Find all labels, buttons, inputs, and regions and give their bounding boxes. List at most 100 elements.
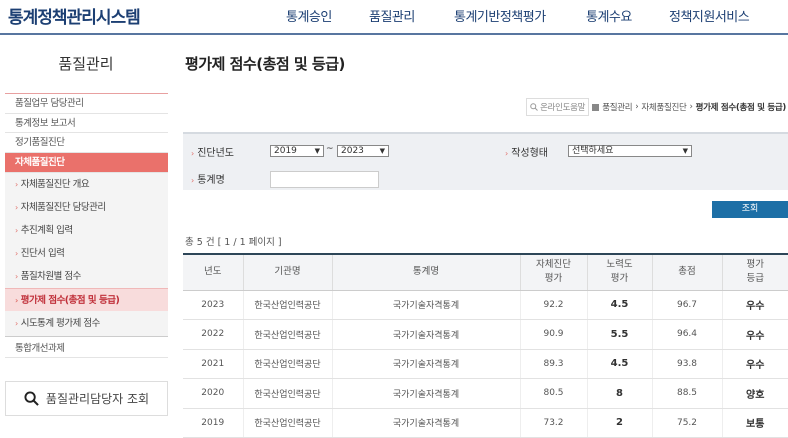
table-row: 2021 한국산업인력공단 국가기술자격통계 89.3 4.5 93.8 우수 xyxy=(183,349,788,379)
table-cell: 2019 xyxy=(183,408,243,438)
sidebar-subitem-label: 평가제 점수(총점 및 등급) xyxy=(20,294,120,306)
table-cell: 5.5 xyxy=(586,319,652,350)
nav-policy-evaluation[interactable]: 통계기반정책평가 xyxy=(454,10,546,25)
table-cell: 양호 xyxy=(721,378,788,409)
table-row: 2019 한국산업인력공단 국가기술자격통계 73.2 2 75.2 보통 xyxy=(183,408,788,438)
table-cell: 우수 xyxy=(721,349,788,379)
breadcrumb-item[interactable]: 품질관리 xyxy=(602,103,633,113)
sidebar-subitem-label: 시도통계 평가제 점수 xyxy=(20,317,101,329)
column-header: 기관명 xyxy=(242,254,332,291)
chevron-right-icon: › xyxy=(15,271,18,281)
sidebar-subitem[interactable]: › 진단서 입력 xyxy=(5,241,168,265)
year-label: › 진단년도 xyxy=(191,148,235,159)
table-cell: 2023 xyxy=(183,290,243,320)
chevron-right-icon: › xyxy=(15,248,18,258)
chevron-right-icon: › xyxy=(15,318,18,328)
logo[interactable]: 통계정책관리시스템 xyxy=(8,8,141,28)
table-header-row: 년도 기관명 통계명 자체진단 평가 노력도 평가 총점 평가 등급 xyxy=(183,254,788,291)
page-title: 평가제 점수(총점 및 등급) xyxy=(185,55,345,73)
sidebar-subitem[interactable]: › 자체품질진단 개요 xyxy=(5,172,168,196)
column-header: 자체진단 평가 xyxy=(519,254,587,291)
sidebar-subitem[interactable]: › 자체품질진단 담당관리 xyxy=(5,195,168,219)
sidebar: 품질업무 담당관리 통계정보 보고서 정기품질진단 자체품질진단 › 자체품질진단… xyxy=(5,93,168,358)
manager-search-label: 품질관리담당자 조회 xyxy=(45,392,150,406)
header-divider xyxy=(0,33,788,35)
sidebar-item[interactable]: 통계정보 보고서 xyxy=(5,114,168,133)
sidebar-subitem-label: 자체품질진단 담당관리 xyxy=(20,201,106,213)
result-count: 총 5 건 [ 1 / 1 페이지 ] xyxy=(185,237,282,248)
type-select[interactable]: 선택하세요 ▼ xyxy=(568,145,692,157)
table-cell: 2020 xyxy=(183,378,243,409)
range-separator: ~ xyxy=(326,144,334,154)
chevron-right-icon: › xyxy=(15,202,18,212)
breadcrumb-separator: › xyxy=(689,102,693,112)
search-icon xyxy=(530,103,538,111)
table-cell: 국가기술자격통계 xyxy=(331,290,520,320)
year-to-select[interactable]: 2023 ▼ xyxy=(337,145,389,157)
table-row: 2022 한국산업인력공단 국가기술자격통계 90.9 5.5 96.4 우수 xyxy=(183,319,788,350)
sidebar-subitem[interactable]: › 품질차원별 점수 xyxy=(5,264,168,288)
chevron-down-icon: ▼ xyxy=(314,147,320,155)
manager-search-button[interactable]: 품질관리담당자 조회 xyxy=(5,381,168,416)
sidebar-subitem[interactable]: › 추진계획 입력 xyxy=(5,218,168,242)
chevron-down-icon: ▼ xyxy=(379,147,385,155)
sidebar-item[interactable]: 통합개선과제 xyxy=(5,339,168,358)
sidebar-item[interactable]: 품질업무 담당관리 xyxy=(5,94,168,114)
sidebar-subitem-label: 진단서 입력 xyxy=(20,247,65,259)
chevron-right-icon: › xyxy=(15,179,18,189)
score-table: 년도 기관명 통계명 자체진단 평가 노력도 평가 총점 평가 등급 2023 한국산업인력공… xyxy=(183,253,788,438)
chevron-right-icon: › xyxy=(15,225,18,235)
nav-statistics-approval[interactable]: 통계승인 xyxy=(286,10,332,25)
online-help-label: 온라인도움말 xyxy=(540,103,586,113)
table-cell: 96.7 xyxy=(651,290,722,320)
column-header: 총점 xyxy=(651,254,722,291)
nav-statistics-demand[interactable]: 통계수요 xyxy=(586,10,632,25)
sidebar-subitem-label: 품질차원별 점수 xyxy=(20,270,82,282)
column-header: 통계명 xyxy=(331,254,520,291)
search-icon xyxy=(24,391,39,406)
sidebar-subitem-label: 추진계획 입력 xyxy=(20,224,73,236)
search-button[interactable]: 조회 xyxy=(712,201,788,218)
table-cell: 4.5 xyxy=(586,349,652,379)
sidebar-subitem-label: 자체품질진단 개요 xyxy=(20,178,90,190)
table-row: 2023 한국산업인력공단 국가기술자격통계 92.2 4.5 96.7 우수 xyxy=(183,290,788,320)
sidebar-subitem[interactable]: › 시도통계 평가제 점수 xyxy=(5,310,168,337)
table-cell: 국가기술자격통계 xyxy=(331,319,520,350)
table-cell: 한국산업인력공단 xyxy=(242,378,332,409)
stat-name-label: › 통계명 xyxy=(191,175,225,186)
stat-name-input[interactable] xyxy=(270,171,379,188)
online-help-button[interactable]: 온라인도움말 xyxy=(526,98,590,116)
sidebar-item[interactable]: 정기품질진단 xyxy=(5,133,168,153)
sidebar-subitem-selected[interactable]: › 평가제 점수(총점 및 등급) xyxy=(5,287,168,311)
table-cell: 96.4 xyxy=(651,319,722,350)
table-cell: 2 xyxy=(586,408,652,438)
nav-quality-management[interactable]: 품질관리 xyxy=(369,10,415,25)
table-cell: 한국산업인력공단 xyxy=(242,290,332,320)
chevron-right-icon: › xyxy=(15,295,18,305)
table-cell: 90.9 xyxy=(519,319,587,350)
year-from-select[interactable]: 2019 ▼ xyxy=(270,145,324,157)
table-cell: 한국산업인력공단 xyxy=(242,349,332,379)
table-cell: 93.8 xyxy=(651,349,722,379)
table-cell: 88.5 xyxy=(651,378,722,409)
table-cell: 국가기술자격통계 xyxy=(331,408,520,438)
table-cell: 8 xyxy=(586,378,652,409)
breadcrumb-item[interactable]: 자체품질진단 xyxy=(641,103,687,113)
table-cell: 국가기술자격통계 xyxy=(331,378,520,409)
type-label: › 작성형태 xyxy=(505,148,549,159)
sidebar-item-active[interactable]: 자체품질진단 xyxy=(5,152,168,173)
table-cell: 73.2 xyxy=(519,408,587,438)
home-icon xyxy=(592,103,600,111)
table-cell: 4.5 xyxy=(586,290,652,320)
search-filter: › 진단년도 2019 ▼ ~ 2023 ▼ › 작성형태 선택하세요 ▼ › 통계명 xyxy=(183,132,788,190)
table-cell: 보통 xyxy=(721,408,788,438)
sidebar-title: 품질관리 xyxy=(58,55,114,73)
table-cell: 한국산업인력공단 xyxy=(242,408,332,438)
table-cell: 우수 xyxy=(721,290,788,320)
table-cell: 92.2 xyxy=(519,290,587,320)
table-cell: 2021 xyxy=(183,349,243,379)
table-row: 2020 한국산업인력공단 국가기술자격통계 80.5 8 88.5 양호 xyxy=(183,378,788,409)
column-header: 노력도 평가 xyxy=(586,254,652,291)
nav-policy-support[interactable]: 정책지원서비스 xyxy=(669,10,750,25)
table-cell: 80.5 xyxy=(519,378,587,409)
